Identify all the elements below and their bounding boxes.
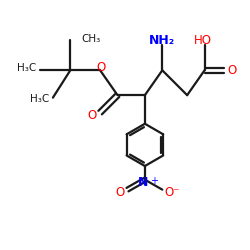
Text: H₃C: H₃C [18,63,37,73]
Text: O: O [228,64,237,77]
Text: N: N [138,176,148,189]
Text: NH₂: NH₂ [149,34,175,48]
Text: O: O [115,186,124,199]
Text: O: O [97,61,106,74]
Text: +: + [150,176,158,186]
Text: HO: HO [194,34,212,48]
Text: H₃C: H₃C [30,94,49,104]
Text: O⁻: O⁻ [165,186,180,198]
Text: CH₃: CH₃ [82,34,101,44]
Text: O: O [87,109,97,122]
